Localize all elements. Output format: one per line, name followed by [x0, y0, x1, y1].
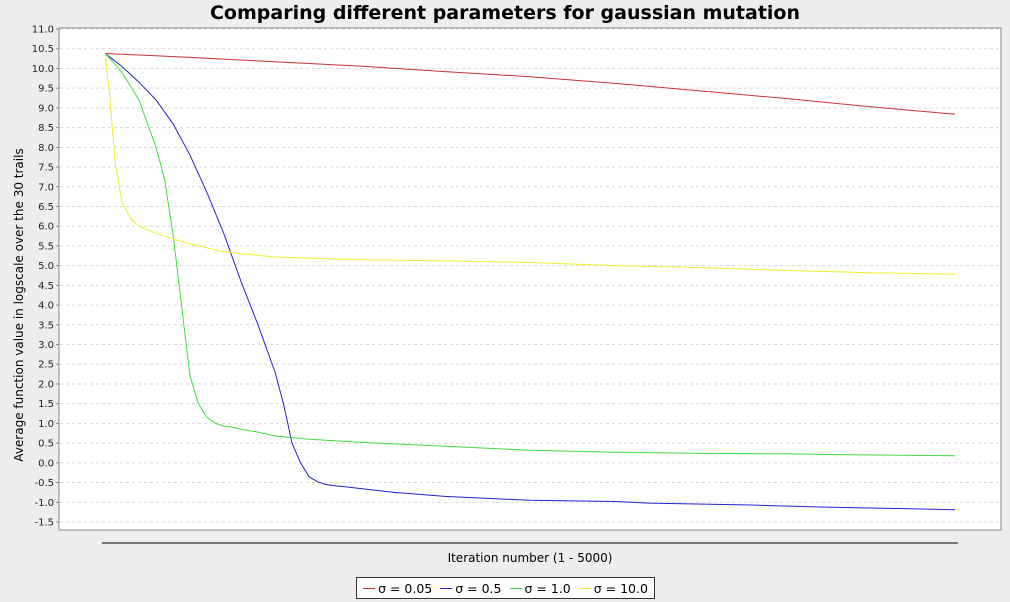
series-line-1 — [104, 53, 956, 511]
series-line-2 — [104, 53, 956, 457]
legend-swatch — [509, 587, 522, 589]
y-tick-label: 2.0 — [38, 379, 54, 390]
y-tick-label: 10.0 — [32, 64, 54, 75]
y-tick-label: 2.5 — [38, 360, 54, 371]
legend-swatch — [578, 587, 591, 589]
y-tick-label: 3.5 — [38, 320, 54, 331]
legend-swatch — [440, 587, 453, 589]
y-tick-label: -0.5 — [34, 478, 54, 489]
y-tick-label: 6.0 — [38, 222, 54, 233]
y-tick-label: 7.0 — [38, 182, 54, 193]
y-tick-label: -1.0 — [34, 498, 54, 509]
legend-label: σ = 0.5 — [455, 580, 502, 596]
y-tick-label: 10.5 — [32, 44, 54, 55]
legend-item: σ = 0.5 — [440, 580, 502, 596]
chart-title: Comparing different parameters for gauss… — [210, 2, 800, 24]
y-tick-label: 8.0 — [38, 143, 54, 154]
legend-item: σ = 0.05 — [363, 581, 432, 596]
y-tick-label: 7.5 — [38, 163, 54, 174]
y-tick-label: 5.0 — [38, 261, 54, 272]
y-axis-label: Average function value in logscale over … — [12, 148, 26, 461]
y-tick-label: 5.5 — [38, 241, 54, 252]
legend-item: σ = 10.0 — [578, 580, 648, 596]
y-tick-label: 1.0 — [38, 419, 54, 430]
y-tick-label: 6.5 — [38, 202, 54, 213]
y-tick-label: 8.5 — [38, 123, 54, 134]
x-axis-label: Iteration number (1 - 5000) — [448, 551, 613, 565]
y-tick-label: 0.5 — [38, 439, 54, 450]
y-tick-label: 1.5 — [38, 399, 54, 410]
y-tick-label: 3.0 — [38, 340, 54, 351]
series-line-3 — [104, 53, 956, 275]
legend: σ = 0.05 σ = 0.5 σ = 1.0 σ = 10.0 — [356, 577, 655, 599]
y-tick-label: 0.0 — [38, 458, 54, 469]
series-lines — [104, 53, 956, 511]
legend-swatch — [363, 587, 376, 589]
grid-lines — [60, 28, 1000, 523]
y-tick-label: 4.5 — [38, 281, 54, 292]
y-tick-label: 9.5 — [38, 84, 54, 95]
y-tick-labels: 11.0 10.5 10.0 9.5 9.0 8.5 8.0 7.5 7.0 6.5 6.0 5.5 5… — [32, 25, 59, 529]
legend-label: σ = 1.0 — [524, 580, 571, 596]
y-tick-label: -1.5 — [34, 518, 54, 529]
legend-item: σ = 1.0 — [509, 580, 571, 596]
legend-label: σ = 0.05 — [378, 580, 433, 596]
y-tick-label: 11.0 — [32, 25, 54, 36]
series-line-0 — [105, 53, 956, 115]
plot-area — [58, 27, 1002, 531]
y-tick-label: 9.0 — [38, 103, 54, 114]
legend-label: σ = 10.0 — [593, 580, 648, 596]
y-tick-label: 4.0 — [38, 301, 54, 312]
